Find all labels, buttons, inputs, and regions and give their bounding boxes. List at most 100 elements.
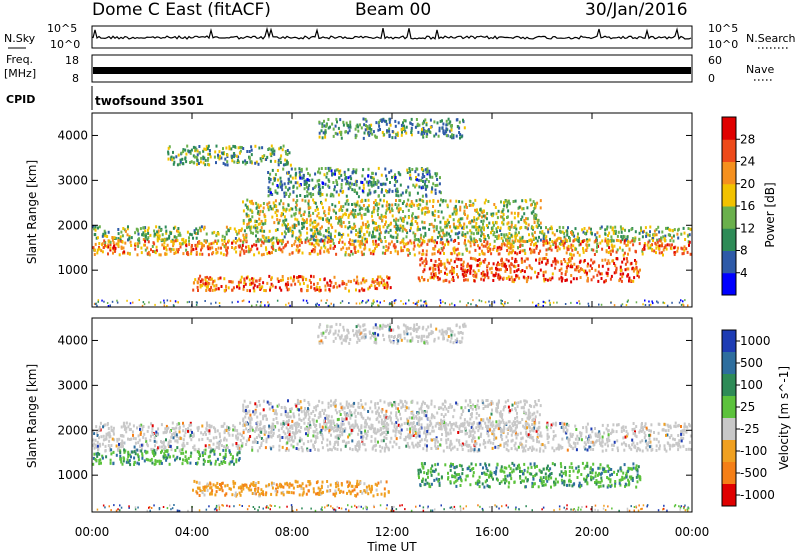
- data-cell: [645, 234, 648, 238]
- data-cell: [448, 280, 451, 284]
- data-cell: [210, 302, 212, 305]
- data-cell: [299, 183, 302, 187]
- data-cell: [245, 233, 248, 237]
- data-cell: [313, 230, 316, 233]
- data-cell: [305, 278, 307, 282]
- data-cell: [291, 435, 294, 439]
- power-data: [92, 117, 692, 307]
- data-cell: [284, 163, 287, 167]
- data-cell: [181, 242, 184, 246]
- data-cell: [217, 277, 220, 281]
- data-cell: [539, 230, 542, 234]
- data-cell: [232, 286, 235, 290]
- data-cell: [434, 267, 437, 271]
- data-cell: [166, 299, 169, 302]
- data-cell: [286, 441, 289, 445]
- data-cell: [341, 240, 344, 244]
- data-cell: [526, 206, 529, 210]
- data-cell: [212, 241, 215, 245]
- data-cell: [385, 442, 387, 446]
- data-cell: [303, 183, 306, 186]
- data-cell: [480, 277, 483, 281]
- data-cell: [297, 447, 300, 451]
- data-cell: [181, 162, 184, 166]
- data-cell: [218, 302, 221, 305]
- data-cell: [560, 260, 563, 264]
- data-cell: [416, 243, 419, 247]
- data-cell: [484, 238, 487, 241]
- data-cell: [390, 207, 393, 211]
- data-cell: [242, 209, 245, 213]
- data-cell: [425, 178, 428, 181]
- data-cell: [625, 429, 628, 433]
- data-cell: [190, 252, 193, 256]
- data-cell: [312, 211, 315, 215]
- data-cell: [475, 221, 478, 225]
- data-cell: [506, 205, 508, 209]
- data-cell: [513, 211, 516, 215]
- data-cell: [546, 261, 549, 265]
- data-cell: [392, 244, 395, 248]
- data-cell: [433, 120, 436, 124]
- data-cell: [277, 163, 280, 167]
- data-cell: [361, 287, 363, 291]
- data-cell: [163, 299, 165, 302]
- data-cell: [208, 431, 211, 435]
- data-cell: [268, 250, 271, 254]
- data-cell: [375, 226, 378, 230]
- data-cell: [682, 226, 685, 230]
- data-cell: [112, 432, 115, 436]
- data-cell: [508, 232, 511, 235]
- data-cell: [237, 155, 240, 159]
- data-cell: [585, 430, 588, 434]
- data-cell: [232, 144, 235, 148]
- data-cell: [328, 208, 331, 212]
- data-cell: [128, 234, 131, 238]
- data-cell: [396, 240, 399, 243]
- data-cell: [420, 243, 423, 247]
- data-cell: [396, 227, 399, 231]
- data-cell: [295, 276, 298, 280]
- data-cell: [334, 281, 337, 285]
- data-cell: [447, 220, 450, 224]
- data-cell: [452, 428, 455, 432]
- data-cell: [373, 235, 375, 239]
- data-cell: [324, 235, 327, 239]
- data-cell: [458, 200, 461, 204]
- data-cell: [623, 241, 626, 245]
- data-cell: [96, 431, 99, 435]
- data-cell: [433, 240, 436, 244]
- data-cell: [287, 177, 290, 181]
- data-cell: [322, 437, 325, 441]
- data-cell: [519, 431, 522, 435]
- data-cell: [522, 239, 525, 243]
- data-cell: [238, 446, 241, 450]
- data-cell: [336, 120, 338, 124]
- data-cell: [546, 437, 549, 441]
- data-cell: [548, 241, 551, 245]
- data-cell: [267, 208, 270, 212]
- data-cell: [380, 213, 383, 217]
- data-cell: [304, 179, 307, 183]
- data-cell: [651, 243, 653, 247]
- data-cell: [361, 189, 364, 193]
- data-cell: [281, 275, 284, 278]
- data-cell: [361, 236, 364, 240]
- data-cell: [531, 240, 533, 244]
- data-cell: [120, 239, 123, 243]
- data-cell: [377, 224, 380, 228]
- data-cell: [144, 236, 147, 240]
- data-cell: [657, 431, 660, 435]
- data-cell: [542, 237, 545, 241]
- data-cell: [333, 185, 336, 189]
- data-cell: [362, 168, 365, 172]
- data-cell: [385, 220, 387, 224]
- data-cell: [582, 230, 585, 234]
- data-cell: [361, 301, 363, 304]
- data-cell: [556, 249, 559, 253]
- data-cell: [408, 204, 411, 208]
- data-cell: [296, 237, 299, 241]
- data-cell: [338, 170, 341, 173]
- data-cell: [497, 234, 500, 238]
- data-cell: [243, 236, 246, 240]
